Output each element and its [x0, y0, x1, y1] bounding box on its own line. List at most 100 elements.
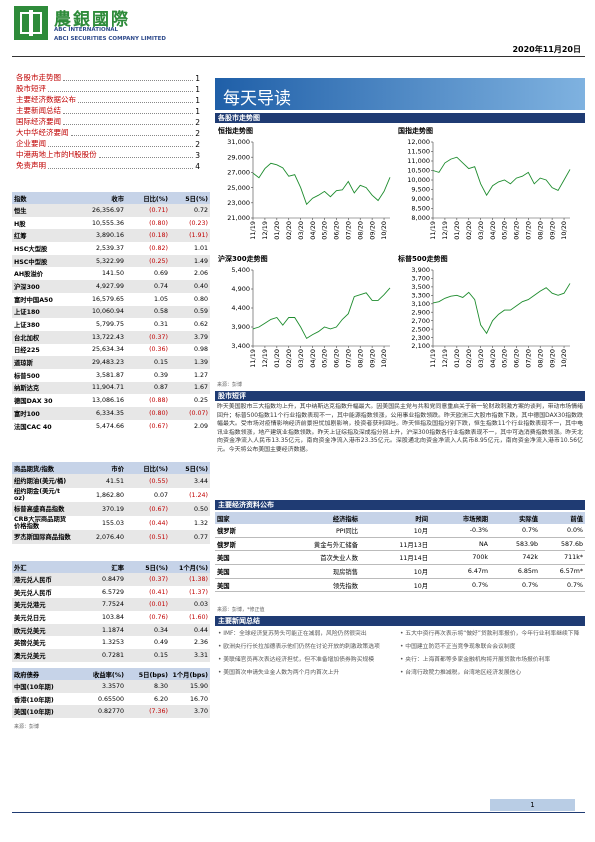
- table-cell: 0.98: [193, 346, 208, 354]
- table-row: 美元兑港元 7.7524 (0.01) 0.03: [12, 598, 210, 612]
- y-tick-label: 27,000: [227, 169, 250, 177]
- toc-title: 免责声明: [16, 161, 46, 170]
- table-cell: CRB大宗商品期货价格指数: [14, 516, 67, 530]
- table-row: 罗杰斯国际商品指数 2,076.40 (0.51) 0.77: [12, 530, 210, 544]
- table-cell: 10,555.36: [91, 219, 124, 227]
- toc-row: 免责声明 4: [16, 160, 200, 171]
- table-cell: 0.39: [153, 371, 168, 379]
- column-header: 5日(bps): [126, 668, 170, 680]
- table-cell: 10,060.94: [74, 305, 126, 319]
- x-tick-label: 10/20: [380, 349, 388, 368]
- news-text: 央行：上海首都等多家金融机构将开展贷款市场报价利率: [405, 657, 551, 663]
- table-cell: 纽约期金(美元/t oz): [14, 488, 60, 502]
- toc-title: 大中华经济要闻: [16, 128, 69, 137]
- bullet: •: [400, 644, 406, 650]
- table-cell: 155.03: [101, 519, 124, 527]
- table-cell: 领先指数: [265, 578, 360, 593]
- table-cell: (0.55): [126, 474, 170, 488]
- toc-page: 1: [195, 74, 200, 83]
- table-cell: H股: [14, 220, 26, 228]
- toc-title: 主要新闻总结: [16, 106, 61, 115]
- table-cell: 富时中国A50: [14, 296, 53, 304]
- news-text: 美国首次申请失业金人数为两个月内首次上升: [223, 670, 340, 676]
- toc-page: 2: [195, 129, 200, 138]
- table-row: 沪深300 4,927.99 0.74 0.40: [12, 280, 210, 293]
- table-cell: 6.57m*: [540, 564, 585, 579]
- table-cell: 11月14日: [360, 550, 430, 566]
- header-row: 外汇 汇率 5日(%) 1个月(%): [12, 561, 210, 573]
- news-text: 欧洲央行行长拉加德表示他们仍然在讨论开放的刺激政策选项: [223, 644, 380, 650]
- toc-dots: [78, 102, 194, 103]
- x-tick-label: 01/20: [273, 221, 281, 240]
- table-cell: 纳斯达克: [12, 381, 74, 395]
- x-tick-label: 09/20: [368, 221, 376, 240]
- x-tick-label: 05/20: [501, 349, 509, 368]
- column-header: 外汇: [12, 561, 74, 573]
- table-cell: 26,356.97: [74, 204, 126, 217]
- toc-dots: [48, 146, 194, 147]
- table-cell: (1.38): [170, 573, 210, 586]
- table-cell: AH股溢价: [14, 271, 44, 279]
- section-bar: 主要新闻总结: [215, 616, 585, 626]
- y-tick-label: 2,100: [411, 342, 430, 350]
- table-cell: PPI同比: [265, 524, 360, 538]
- toc-title: 企业要闻: [16, 139, 46, 148]
- table-cell: 俄罗斯: [215, 537, 265, 552]
- bullet: •: [218, 657, 224, 663]
- table-cell: 标普高盛商品指数: [12, 502, 74, 516]
- table-row: 标普500 3,581.87 0.39 1.27: [12, 369, 210, 382]
- table-cell: 3.70: [170, 705, 210, 719]
- toc-title: 各股市走势图: [16, 73, 61, 82]
- table-cell: (0.82): [149, 244, 168, 252]
- table-cell: 3.3570: [74, 680, 126, 693]
- table-cell: 103.84: [101, 613, 124, 621]
- table-cell: 0.0%: [540, 524, 585, 538]
- x-tick-label: 12/19: [441, 349, 449, 368]
- news-column: • 五大中资行再次表示将“做好”贷款利率报价，今年行业利率继续下降 • 中国建立防…: [400, 630, 580, 682]
- table-cell: 4,927.99: [74, 280, 126, 293]
- table-cell: 0.7%: [540, 578, 585, 593]
- y-tick-label: 10,500: [407, 167, 430, 175]
- line-series: [252, 287, 391, 340]
- table-row: 港元兑人民币 0.8479 (0.37) (1.38): [12, 573, 210, 586]
- table-cell: 0.25: [193, 397, 208, 405]
- chart-title: 恒指走势图: [217, 126, 253, 135]
- table-cell: 700k: [430, 550, 490, 566]
- table-cell: (0.07): [170, 407, 210, 420]
- table-row: 台北加权 13,722.43 (0.37) 3.79: [12, 330, 210, 344]
- x-tick-label: 11/19: [429, 221, 437, 240]
- x-tick-label: 05/20: [321, 221, 329, 240]
- table-cell: 0.34: [126, 623, 170, 637]
- source: 来源：彭博，*修正值: [217, 607, 265, 613]
- header-rule: [12, 56, 585, 57]
- y-tick-label: 2,300: [411, 334, 430, 342]
- banner-title: 每天导读: [223, 89, 291, 109]
- y-tick-label: 11,500: [407, 148, 430, 156]
- table-row: 红筹 3,890.16 (0.18) (1.91): [12, 229, 210, 243]
- y-tick-label: 9,500: [411, 186, 430, 194]
- table-cell: 1.3253: [101, 639, 124, 647]
- column-header: 汇率: [74, 561, 126, 573]
- table-cell: 1,862.80: [95, 491, 124, 499]
- toc-title: 主要经济数据公布: [16, 95, 76, 104]
- y-tick-label: 3,300: [411, 292, 430, 300]
- x-tick-label: 02/20: [465, 349, 473, 368]
- x-tick-label: 08/20: [356, 221, 364, 240]
- table-cell: 首次失业人数: [265, 550, 360, 566]
- table-cell: 6.20: [153, 695, 168, 703]
- toc: 各股市走势图 1 股市短评 1 主要经济数据公布 1 主要新闻总结 1 国际经济要闻 2 大中华经济…: [16, 72, 200, 171]
- y-tick-label: 25,000: [227, 184, 250, 192]
- table-cell: (0.51): [126, 530, 170, 544]
- table-cell: 10月: [360, 578, 430, 593]
- table-cell: 16.70: [189, 695, 208, 703]
- news-text: 中国建立防范不正当竞争现象联合会议制度: [405, 644, 516, 650]
- table-cell: 沪深300: [12, 280, 74, 293]
- table-cell: 3.44: [170, 474, 210, 488]
- bullet: •: [218, 670, 224, 676]
- table-cell: 6.47m: [430, 564, 490, 579]
- chart-title: 沪深300走势图: [218, 254, 268, 263]
- toc-row: 主要新闻总结 1: [16, 105, 200, 116]
- table-cell: 10月: [360, 564, 430, 579]
